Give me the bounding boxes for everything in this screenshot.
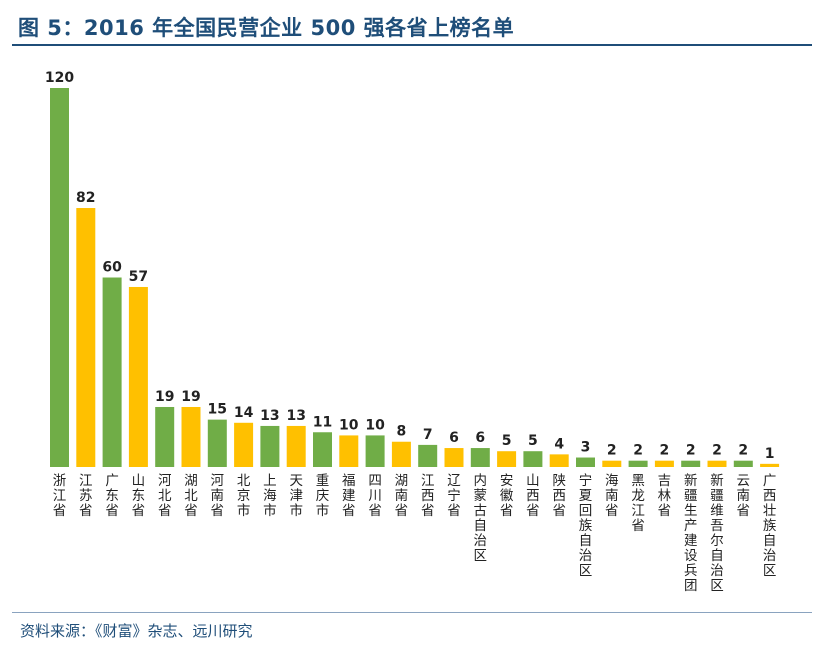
value-label-6: 15 bbox=[208, 402, 227, 418]
bar-12 bbox=[365, 435, 385, 467]
bar-25 bbox=[707, 460, 727, 467]
bar-9 bbox=[286, 425, 306, 467]
value-label-8: 13 bbox=[260, 408, 279, 424]
category-labels-group: 浙江省江苏省广东省山东省河北省湖北省河南省北京市上海市天津市重庆市福建省四川省湖… bbox=[53, 472, 777, 594]
bar-14 bbox=[418, 444, 438, 467]
category-label-1: 江苏省 bbox=[79, 473, 93, 519]
value-label-19: 4 bbox=[554, 436, 564, 452]
category-label-15: 辽宁省 bbox=[447, 473, 461, 519]
category-label-18: 山西省 bbox=[526, 473, 540, 519]
value-label-26: 2 bbox=[738, 443, 748, 459]
value-label-22: 2 bbox=[633, 443, 643, 459]
category-label-4: 河北省 bbox=[158, 473, 172, 519]
category-label-23: 吉林省 bbox=[658, 473, 672, 519]
category-label-27: 广西壮族自治区 bbox=[763, 473, 777, 579]
category-label-6: 河南省 bbox=[211, 473, 225, 519]
category-label-25: 新疆维吾尔自治区 bbox=[710, 473, 724, 594]
value-label-24: 2 bbox=[686, 443, 696, 459]
category-label-13: 湖南省 bbox=[395, 473, 409, 519]
bar-2 bbox=[102, 277, 122, 467]
category-label-11: 福建省 bbox=[342, 473, 356, 519]
value-label-4: 19 bbox=[155, 389, 174, 405]
category-label-21: 海南省 bbox=[605, 473, 619, 519]
value-label-16: 6 bbox=[475, 430, 485, 446]
category-label-24: 新疆生产建设兵团 bbox=[684, 473, 698, 594]
value-label-1: 82 bbox=[76, 190, 95, 206]
category-label-12: 四川省 bbox=[368, 473, 382, 519]
value-label-9: 13 bbox=[286, 408, 305, 424]
title-underline bbox=[12, 44, 812, 46]
value-label-11: 10 bbox=[339, 417, 359, 433]
value-label-12: 10 bbox=[365, 417, 385, 433]
category-label-3: 山东省 bbox=[132, 473, 146, 519]
category-label-7: 北京市 bbox=[237, 473, 251, 519]
category-label-8: 上海市 bbox=[263, 473, 277, 519]
category-label-10: 重庆市 bbox=[316, 473, 330, 519]
category-label-5: 湖北省 bbox=[184, 473, 198, 519]
source-divider bbox=[12, 612, 812, 613]
category-label-9: 天津市 bbox=[289, 473, 303, 519]
value-label-2: 60 bbox=[102, 260, 122, 276]
bar-10 bbox=[313, 432, 332, 467]
bar-24 bbox=[681, 460, 701, 467]
category-label-14: 江西省 bbox=[421, 473, 435, 519]
category-label-26: 云南省 bbox=[737, 473, 751, 519]
source-note: 资料来源：《财富》杂志、远川研究 bbox=[20, 622, 253, 640]
value-label-23: 2 bbox=[660, 443, 670, 459]
value-label-18: 5 bbox=[528, 433, 538, 449]
bar-8 bbox=[260, 425, 280, 467]
category-label-16: 内蒙古自治区 bbox=[474, 473, 488, 564]
value-label-25: 2 bbox=[712, 443, 722, 459]
bar-21 bbox=[602, 460, 622, 467]
value-label-5: 19 bbox=[181, 389, 200, 405]
category-label-22: 黑龙江省 bbox=[631, 473, 645, 534]
category-label-2: 广东省 bbox=[105, 473, 119, 519]
bar-16 bbox=[470, 448, 490, 467]
bar-18 bbox=[523, 451, 543, 467]
value-label-20: 3 bbox=[581, 440, 591, 456]
value-label-21: 2 bbox=[607, 443, 617, 459]
bar-26 bbox=[733, 460, 753, 467]
bar-6 bbox=[207, 419, 227, 467]
bar-27 bbox=[760, 463, 780, 467]
bar-11 bbox=[339, 435, 359, 467]
value-label-15: 6 bbox=[449, 430, 459, 446]
bar-4 bbox=[155, 406, 175, 467]
value-label-3: 57 bbox=[129, 269, 148, 285]
bar-3 bbox=[128, 286, 148, 467]
bar-1 bbox=[76, 208, 96, 467]
bars-group bbox=[50, 88, 780, 467]
bar-15 bbox=[444, 448, 464, 467]
value-label-27: 1 bbox=[765, 446, 775, 462]
value-label-13: 8 bbox=[397, 424, 407, 440]
bar-7 bbox=[234, 422, 254, 467]
bar-17 bbox=[497, 451, 517, 467]
value-label-14: 7 bbox=[423, 427, 433, 443]
bar-23 bbox=[654, 460, 674, 467]
category-label-17: 安徽省 bbox=[500, 473, 514, 519]
category-label-0: 浙江省 bbox=[53, 473, 67, 519]
bar-5 bbox=[181, 406, 201, 467]
bar-22 bbox=[628, 460, 648, 467]
bar-20 bbox=[576, 457, 595, 467]
bar-13 bbox=[391, 441, 411, 467]
value-label-10: 11 bbox=[313, 414, 332, 430]
category-label-19: 陕西省 bbox=[552, 473, 566, 519]
value-label-7: 14 bbox=[234, 405, 254, 421]
value-label-17: 5 bbox=[502, 433, 512, 449]
chart-title: 图 5：2016 年全国民营企业 500 强各省上榜名单 bbox=[18, 16, 515, 40]
bar-0 bbox=[50, 88, 69, 467]
category-label-20: 宁夏回族自治区 bbox=[579, 472, 593, 579]
value-label-0: 120 bbox=[45, 70, 74, 86]
bar-19 bbox=[549, 454, 569, 467]
